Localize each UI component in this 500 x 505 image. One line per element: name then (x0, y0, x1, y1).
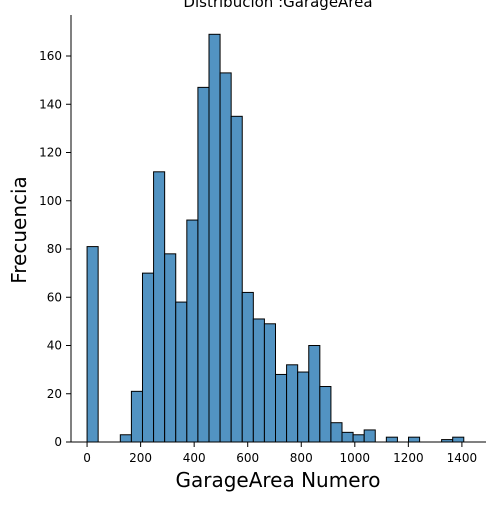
histogram-bar (141, 272, 155, 443)
histogram-bar (352, 434, 365, 443)
histogram-bar (330, 422, 343, 443)
histogram-bar (230, 115, 243, 443)
histogram-bar (286, 364, 299, 443)
histogram-bar (385, 436, 398, 443)
y-tick-label: 120 (39, 146, 62, 160)
histogram-bar (363, 429, 376, 443)
histogram-bar (197, 86, 210, 443)
x-tick-label: 1400 (447, 451, 478, 465)
histogram-bar (408, 436, 421, 443)
histogram-bar (86, 246, 99, 443)
x-tick-label: 600 (236, 451, 259, 465)
y-tick-label: 100 (39, 194, 62, 208)
x-tick-label: 0 (83, 451, 91, 465)
y-axis-title: Frecuencia (7, 176, 31, 284)
histogram-bar (452, 436, 465, 443)
x-tick-label: 200 (129, 451, 152, 465)
y-tick-label: 80 (47, 242, 62, 256)
y-tick-label: 160 (39, 49, 62, 63)
y-tick-label: 140 (39, 97, 62, 111)
x-axis: 0 200 400 600 800 1000 1200 1400 (71, 441, 486, 465)
histogram-bar (186, 219, 199, 443)
x-axis-title: GarageArea Numero (175, 468, 380, 492)
histogram-bar (219, 72, 232, 443)
y-tick-label: 40 (47, 339, 62, 353)
y-tick-label: 20 (47, 387, 62, 401)
histogram-bar (130, 390, 143, 443)
histogram-bar (275, 373, 288, 443)
y-tick-label: 60 (47, 290, 62, 304)
x-tick-label: 800 (290, 451, 313, 465)
y-tick-label: 0 (54, 435, 62, 449)
histogram-bar (319, 386, 332, 443)
x-tick-label: 1200 (393, 451, 424, 465)
chart-title: Distribución :GarageArea (183, 0, 372, 11)
histogram-bar (263, 323, 277, 443)
x-tick-label: 400 (183, 451, 206, 465)
histogram-bar (175, 301, 188, 443)
histogram-bar (252, 318, 265, 443)
histogram-bar (241, 291, 254, 443)
histogram-bars (86, 33, 465, 443)
histogram-bar (164, 253, 177, 443)
histogram-bar (308, 345, 321, 443)
x-tick-label: 1000 (340, 451, 371, 465)
histogram-bar (153, 171, 166, 443)
histogram-bar (341, 431, 354, 443)
y-axis: 0 20 40 60 80 100 120 140 160 (39, 15, 72, 449)
histogram-bar (297, 371, 310, 443)
histogram-bar (208, 33, 221, 443)
histogram-bar (119, 434, 132, 443)
